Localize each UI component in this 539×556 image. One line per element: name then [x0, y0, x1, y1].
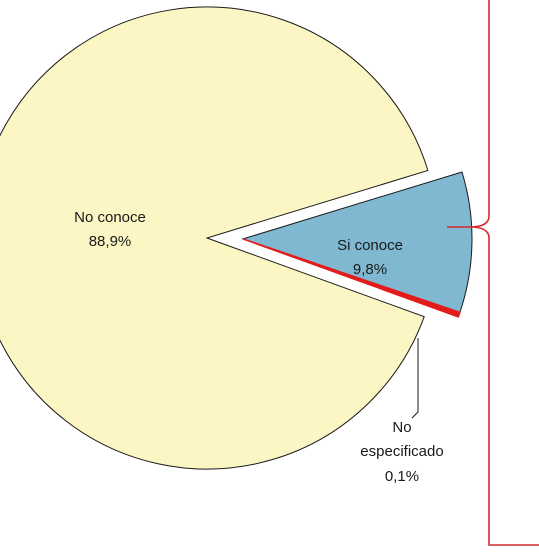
slice-value-no-especificado: 0,1%: [385, 468, 419, 485]
slice-value-no-conoce: 88,9%: [89, 233, 132, 250]
slice-label-no-especificado-line2: especificado: [360, 443, 443, 460]
label-no-conoce: No conoce 88,9%: [74, 209, 146, 250]
slice-value-si-conoce: 9,8%: [353, 261, 387, 278]
no-especificado-leader-line: [411, 338, 419, 419]
red-bracket: [447, 0, 539, 546]
label-si-conoce: Si conoce 9,8%: [337, 237, 403, 278]
pie-slice-no-especificado: [242, 238, 461, 318]
pie-slice-si-conoce: [241, 171, 473, 314]
slices-layer: [0, 6, 473, 470]
pie-slice-no-conoce: [0, 6, 429, 470]
slice-label-no-especificado-line1: No: [392, 419, 411, 436]
label-no-especificado: No especificado 0,1%: [360, 419, 443, 485]
slice-label-no-conoce: No conoce: [74, 209, 146, 226]
slice-label-si-conoce: Si conoce: [337, 237, 403, 254]
